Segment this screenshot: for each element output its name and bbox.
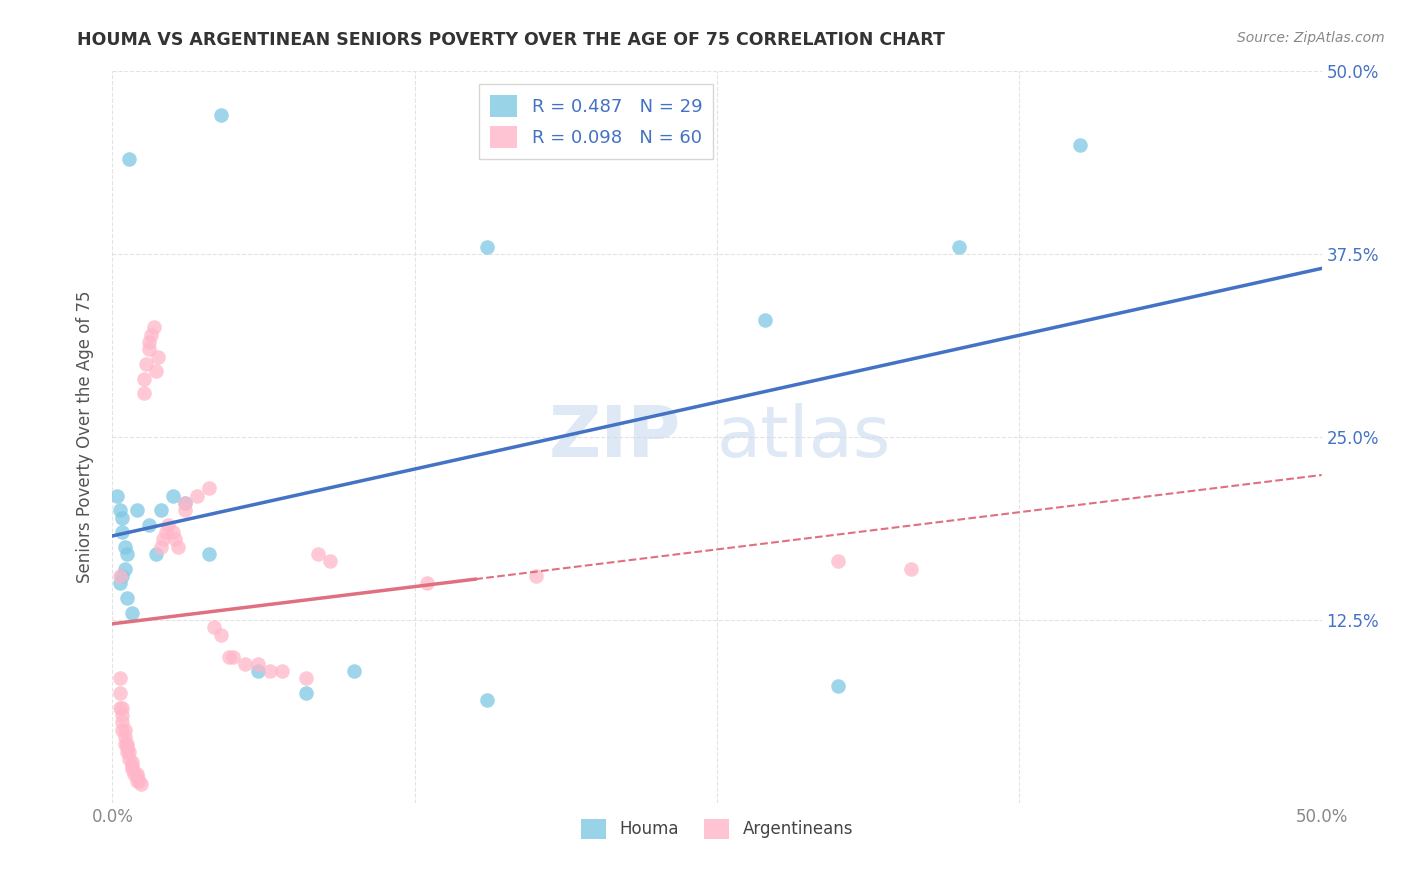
Point (108, 569, 131, 583)
Point (115, 737, 138, 751)
Point (209, 627, 232, 641)
Point (128, 773, 150, 788)
Point (198, 547, 221, 561)
Point (111, 569, 134, 583)
Point (132, 371, 155, 385)
Point (114, 562, 136, 576)
Point (477, 693, 499, 707)
Point (166, 540, 188, 554)
Text: Source: ZipAtlas.com: Source: ZipAtlas.com (1237, 31, 1385, 45)
Point (115, 547, 138, 561)
Point (121, 762, 143, 776)
Point (246, 664, 269, 678)
Point (111, 700, 134, 714)
Point (149, 540, 172, 554)
Text: ZIP: ZIP (548, 402, 681, 472)
Point (111, 723, 134, 737)
Point (477, 240, 499, 254)
Point (108, 576, 131, 591)
Point (900, 562, 922, 576)
Point (827, 679, 849, 693)
Point (118, 745, 141, 759)
Point (149, 503, 172, 517)
Point (165, 533, 187, 547)
Point (259, 664, 281, 678)
Point (111, 708, 134, 723)
Point (132, 386, 155, 401)
Point (343, 664, 366, 678)
Point (111, 510, 134, 524)
Point (157, 517, 180, 532)
Point (108, 700, 131, 714)
Point (121, 755, 143, 769)
Point (319, 554, 342, 568)
Point (174, 496, 197, 510)
Point (108, 503, 131, 517)
Text: atlas: atlas (717, 402, 891, 472)
Point (209, 108, 232, 122)
Y-axis label: Seniors Poverty Over the Age of 75: Seniors Poverty Over the Age of 75 (76, 291, 94, 583)
Point (114, 723, 136, 737)
Point (235, 657, 257, 671)
Point (111, 715, 134, 730)
Point (218, 649, 240, 664)
Point (125, 769, 148, 783)
Point (270, 664, 292, 678)
Point (108, 672, 131, 686)
Point (142, 320, 165, 334)
Point (174, 503, 197, 517)
Point (186, 489, 208, 503)
Point (948, 240, 970, 254)
Point (222, 649, 245, 664)
Point (202, 620, 225, 634)
Legend: Houma, Argentineans: Houma, Argentineans (575, 812, 859, 846)
Point (111, 525, 134, 540)
Point (118, 152, 141, 166)
Point (162, 489, 184, 503)
Point (145, 364, 167, 378)
Point (108, 686, 131, 700)
Point (307, 547, 329, 561)
Point (138, 334, 160, 349)
Point (152, 533, 174, 547)
Point (115, 740, 138, 755)
Point (125, 503, 148, 517)
Point (121, 759, 143, 773)
Point (138, 517, 160, 532)
Point (754, 313, 776, 327)
Point (118, 752, 141, 766)
Point (121, 606, 143, 620)
Point (827, 554, 849, 568)
Point (114, 737, 136, 751)
Point (135, 357, 157, 371)
Point (1069, 137, 1091, 152)
Point (115, 591, 138, 605)
Point (131, 777, 153, 791)
Text: HOUMA VS ARGENTINEAN SENIORS POVERTY OVER THE AGE OF 75 CORRELATION CHART: HOUMA VS ARGENTINEAN SENIORS POVERTY OVE… (77, 31, 945, 49)
Point (138, 343, 160, 357)
Point (162, 525, 184, 540)
Point (416, 576, 439, 591)
Point (524, 569, 547, 583)
Point (198, 481, 221, 495)
Point (122, 766, 145, 780)
Point (246, 657, 269, 671)
Point (115, 745, 138, 759)
Point (141, 327, 163, 342)
Point (145, 547, 167, 561)
Point (114, 730, 136, 744)
Point (114, 540, 136, 554)
Point (105, 489, 128, 503)
Point (125, 773, 148, 788)
Point (295, 672, 318, 686)
Point (125, 766, 148, 780)
Point (295, 686, 318, 700)
Point (148, 350, 170, 364)
Point (174, 496, 197, 510)
Point (155, 525, 177, 540)
